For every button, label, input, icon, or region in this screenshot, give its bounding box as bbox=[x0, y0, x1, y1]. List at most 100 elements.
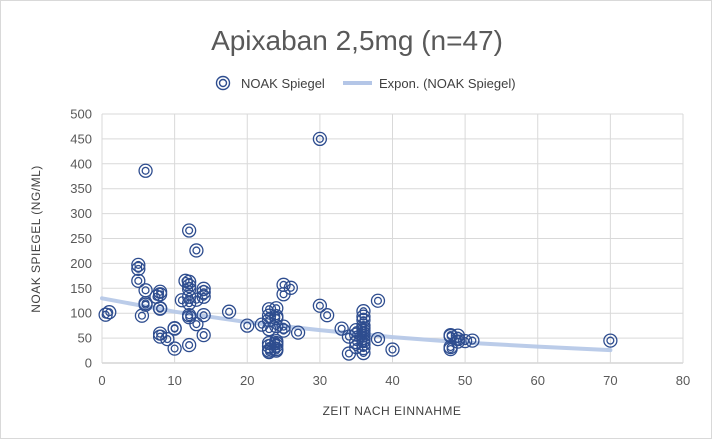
data-point-inner-ring bbox=[156, 304, 165, 313]
data-point bbox=[160, 331, 175, 347]
data-point bbox=[181, 223, 197, 238]
data-point-inner-ring bbox=[185, 285, 194, 294]
data-point-outer-ring bbox=[356, 340, 371, 356]
data-point-inner-ring bbox=[373, 335, 383, 344]
data-point-outer-ring bbox=[283, 280, 298, 295]
data-point-outer-ring bbox=[334, 321, 349, 336]
data-point-inner-ring bbox=[272, 346, 281, 355]
data-point-outer-ring bbox=[269, 318, 284, 334]
data-point-inner-ring bbox=[185, 226, 194, 235]
data-point-outer-ring bbox=[167, 320, 182, 336]
data-point bbox=[443, 341, 458, 357]
data-point-inner-ring bbox=[264, 347, 274, 357]
data-point bbox=[138, 163, 153, 178]
data-point-outer-ring bbox=[131, 273, 146, 288]
x-tick-label: 20 bbox=[240, 373, 254, 388]
data-point-outer-ring bbox=[181, 274, 197, 289]
data-point-inner-ring bbox=[134, 276, 143, 285]
data-point-inner-ring bbox=[170, 324, 179, 333]
data-point-outer-ring bbox=[102, 305, 117, 320]
data-point-inner-ring bbox=[373, 296, 383, 305]
data-point-outer-ring bbox=[131, 261, 146, 277]
data-point-outer-ring bbox=[189, 317, 204, 332]
data-point bbox=[131, 273, 146, 288]
data-point bbox=[269, 343, 284, 358]
data-point-inner-ring bbox=[141, 286, 150, 295]
data-point-outer-ring bbox=[457, 333, 473, 349]
data-point-outer-ring bbox=[138, 297, 153, 312]
data-point-inner-ring bbox=[199, 311, 208, 320]
x-tick-label: 0 bbox=[98, 373, 105, 388]
data-point-outer-ring bbox=[603, 333, 618, 348]
data-point-outer-ring bbox=[312, 131, 328, 147]
data-point-inner-ring bbox=[243, 321, 252, 330]
data-point bbox=[385, 342, 400, 357]
data-point-inner-ring bbox=[105, 308, 114, 317]
x-tick-label: 40 bbox=[385, 373, 399, 388]
data-point-outer-ring bbox=[167, 341, 182, 356]
data-point bbox=[312, 298, 328, 313]
data-point-outer-ring bbox=[160, 331, 175, 347]
data-point-inner-ring bbox=[286, 283, 295, 292]
data-point bbox=[334, 321, 349, 336]
data-point-outer-ring bbox=[370, 293, 386, 308]
data-point-inner-ring bbox=[272, 314, 281, 323]
data-point bbox=[131, 261, 146, 277]
data-point-inner-ring bbox=[199, 292, 208, 301]
data-point-inner-ring bbox=[359, 340, 368, 349]
data-point-outer-ring bbox=[370, 331, 386, 347]
data-point-outer-ring bbox=[181, 223, 197, 238]
x-tick-label: 60 bbox=[531, 373, 545, 388]
data-point bbox=[276, 323, 291, 338]
y-tick-label: 450 bbox=[70, 131, 92, 146]
data-point-outer-ring bbox=[254, 317, 269, 332]
x-axis-label: ZEIT NACH EINNAHME bbox=[323, 404, 462, 418]
data-point-outer-ring bbox=[196, 308, 211, 323]
data-point-outer-ring bbox=[269, 311, 284, 326]
data-point-inner-ring bbox=[185, 341, 194, 350]
data-point-outer-ring bbox=[181, 282, 197, 297]
data-point bbox=[356, 336, 371, 352]
data-point-inner-ring bbox=[137, 311, 146, 320]
data-point-inner-ring bbox=[323, 311, 332, 320]
y-tick-label: 250 bbox=[70, 231, 92, 246]
gridlines bbox=[101, 113, 684, 364]
data-point bbox=[356, 345, 371, 361]
data-point-inner-ring bbox=[388, 345, 397, 354]
data-point-outer-ring bbox=[443, 341, 458, 357]
x-tick-label: 10 bbox=[167, 373, 181, 388]
data-point-inner-ring bbox=[315, 301, 324, 310]
data-point-outer-ring bbox=[221, 304, 237, 319]
data-point-inner-ring bbox=[156, 332, 165, 341]
data-point bbox=[283, 280, 298, 295]
data-point-inner-ring bbox=[177, 296, 186, 305]
y-tick-label: 400 bbox=[70, 156, 92, 171]
data-point-inner-ring bbox=[199, 331, 208, 340]
data-point-inner-ring bbox=[446, 345, 455, 354]
data-point-inner-ring bbox=[141, 166, 150, 175]
data-point bbox=[196, 327, 211, 343]
data-point-outer-ring bbox=[319, 308, 335, 323]
data-point-inner-ring bbox=[170, 344, 179, 353]
data-point-outer-ring bbox=[450, 334, 466, 349]
data-point bbox=[181, 337, 197, 353]
data-point bbox=[269, 311, 284, 326]
data-point-inner-ring bbox=[185, 313, 194, 322]
data-point-outer-ring bbox=[276, 319, 291, 334]
data-point-inner-ring bbox=[468, 336, 477, 345]
data-point bbox=[196, 289, 211, 304]
y-tick-label: 100 bbox=[70, 306, 92, 321]
data-point-outer-ring bbox=[356, 304, 371, 319]
data-point-inner-ring bbox=[606, 336, 615, 345]
x-tick-label: 50 bbox=[458, 373, 472, 388]
data-point bbox=[319, 308, 335, 323]
y-tick-label: 150 bbox=[70, 281, 92, 296]
data-point-outer-ring bbox=[196, 327, 211, 343]
data-point-outer-ring bbox=[189, 243, 204, 258]
data-point bbox=[312, 131, 328, 147]
x-tick-label: 80 bbox=[676, 373, 690, 388]
data-point bbox=[221, 304, 237, 319]
data-point-outer-ring bbox=[356, 345, 371, 361]
legend-marker-inner-icon bbox=[218, 78, 228, 88]
data-point-outer-ring bbox=[152, 287, 168, 302]
